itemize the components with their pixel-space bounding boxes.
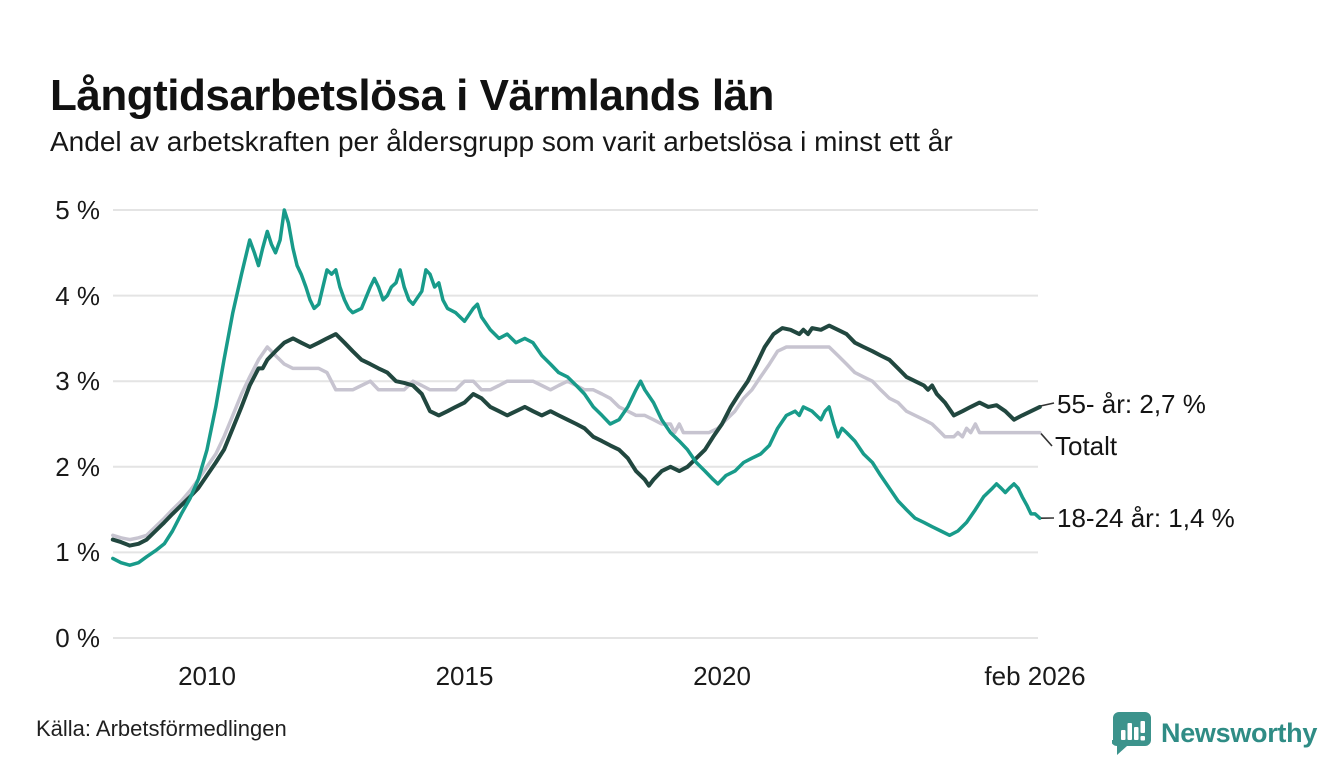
- bar-chart-speech-bubble-icon: [1112, 712, 1151, 755]
- y-axis-tick-label: 4 %: [55, 280, 100, 311]
- label-leader-line: [1040, 402, 1055, 407]
- series-line-18-24-r: [111, 208, 1042, 567]
- y-axis-tick-label: 0 %: [55, 623, 100, 653]
- x-axis-tick-label: 2020: [693, 661, 751, 691]
- brand-name: Newsworthy: [1161, 717, 1318, 748]
- y-axis-tick-label: 1 %: [55, 537, 100, 568]
- label-leader-line: [1040, 433, 1053, 447]
- series-line-Totalt: [111, 345, 1042, 542]
- series-line-55-r: [110, 323, 1042, 548]
- x-axis-tick-label: 2015: [435, 661, 494, 691]
- page-title: Långtidsarbetslösa i Värmlands län: [50, 71, 774, 121]
- page-subtitle: Andel av arbetskraften per åldersgrupp s…: [50, 126, 953, 157]
- source-note: Källa: Arbetsförmedlingen: [36, 716, 287, 741]
- y-axis-tick-label: 3 %: [55, 366, 100, 397]
- series-end-label-55: 55- år: 2,7 %: [1057, 389, 1206, 419]
- brand-logo: Newsworthy: [1112, 710, 1317, 756]
- y-axis-tick-label: 2 %: [55, 451, 100, 482]
- x-axis-tick-label: 2010: [178, 661, 236, 691]
- y-axis-tick-label: 5 %: [55, 195, 100, 225]
- series-end-label-totalt: Totalt: [1055, 431, 1118, 461]
- x-axis-tick-label: feb 2026: [984, 661, 1086, 691]
- series-end-label-18-24: 18-24 år: 1,4 %: [1057, 503, 1235, 533]
